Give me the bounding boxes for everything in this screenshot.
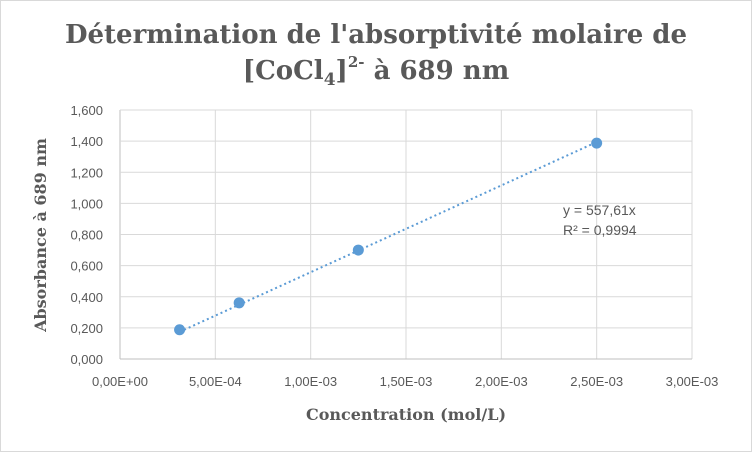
chart-title-line-1: Détermination de l'absorptivité molaire …	[64, 20, 688, 50]
y-tick-labels: 0,000 0,200 0,400 0,600 0,800 1,000 1,200 1,400…	[70, 103, 103, 367]
x-tick-label: 2,50E-03	[570, 374, 623, 389]
trendline	[179, 141, 598, 333]
trendline-equation: y = 557,61x	[563, 202, 636, 218]
y-tick-label: 0,800	[70, 228, 103, 243]
data-marks	[174, 137, 603, 336]
y-tick-label: 1,600	[70, 103, 103, 118]
data-point	[174, 324, 186, 336]
grid-lines	[119, 109, 693, 360]
y-tick-label: 1,000	[70, 196, 103, 211]
chart-title-line-2: [CoCl4]2- à 689 nm	[0, 53, 752, 89]
chart-title-prefix: [CoCl	[242, 56, 324, 86]
data-point	[233, 297, 245, 309]
x-tick-label: 3,00E-03	[666, 374, 719, 389]
x-tick-label: 1,50E-03	[380, 374, 433, 389]
trendline-r-squared: R² = 0,9994	[563, 222, 637, 238]
data-point	[352, 244, 364, 256]
data-point	[591, 137, 603, 149]
x-axis-title: Concentration (mol/L)	[306, 405, 506, 424]
chart-title-subscript: 4	[323, 70, 336, 90]
chart-title-suffix: à 689 nm	[364, 56, 510, 86]
chart-title-bracket: ]	[335, 56, 348, 86]
y-tick-label: 1,200	[70, 165, 103, 180]
y-tick-label: 0,000	[70, 352, 103, 367]
y-tick-label: 0,600	[70, 259, 103, 274]
x-tick-label: 1,00E-03	[284, 374, 337, 389]
y-axis-title: Absorbance à 689 nm	[31, 138, 50, 333]
x-tick-label: 5,00E-04	[189, 374, 242, 389]
x-tick-label: 2,00E-03	[475, 374, 528, 389]
chart-title-superscript: 2-	[347, 53, 365, 71]
x-tick-label: 0,00E+00	[92, 374, 148, 389]
x-tick-labels: 0,00E+00 5,00E-04 1,00E-03 1,50E-03 2,00E-03…	[92, 374, 718, 389]
y-tick-label: 0,200	[70, 321, 103, 336]
y-tick-label: 1,400	[70, 134, 103, 149]
y-tick-label: 0,400	[70, 290, 103, 305]
